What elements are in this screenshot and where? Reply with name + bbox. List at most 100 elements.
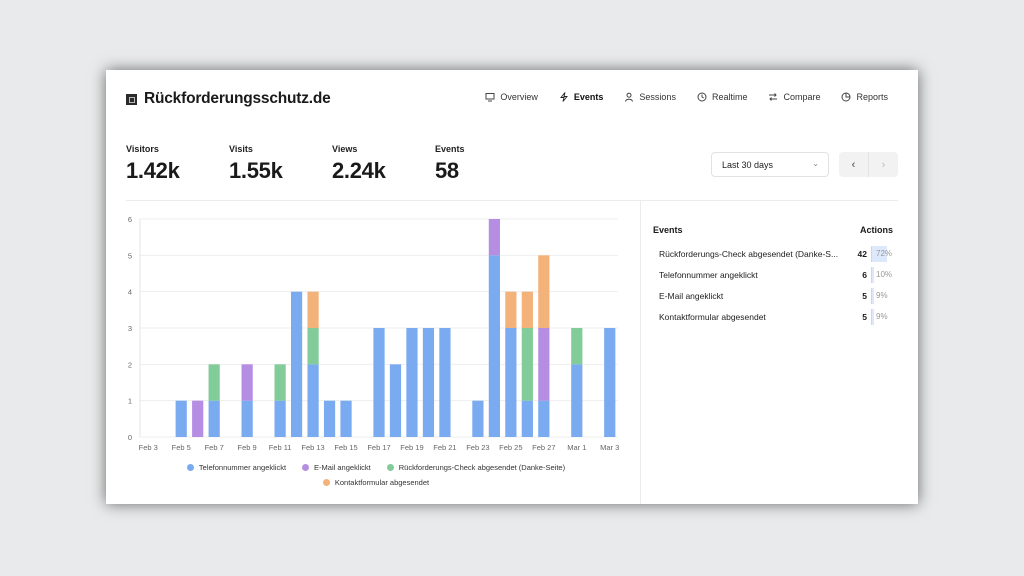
share-fill	[872, 287, 874, 304]
metric-label: Events	[435, 144, 465, 154]
bar-segment	[241, 364, 253, 401]
bar-segment	[571, 364, 583, 437]
arrows-icon	[769, 93, 778, 101]
bar-segment	[439, 328, 451, 437]
col-events: Events	[653, 225, 683, 235]
metric-value: 58	[435, 158, 459, 183]
nav-overview[interactable]: Overview	[485, 92, 538, 102]
metric-label: Visits	[229, 144, 253, 154]
bar-segment	[538, 400, 550, 437]
event-percent: 9%	[876, 291, 888, 300]
y-tick-label: 2	[128, 360, 132, 369]
bar-segment	[340, 400, 352, 437]
bar-segment	[290, 291, 303, 437]
y-tick-label: 6	[128, 215, 132, 224]
bar-segment	[373, 328, 385, 437]
metric-visitors: Visitors 1.42k	[126, 144, 229, 184]
event-count: 5	[862, 311, 867, 322]
nav-label: Sessions	[639, 92, 676, 102]
brand[interactable]: Rückforderungsschutz.de	[126, 90, 331, 108]
table-row[interactable]: Kontaktformular abgesendet 5 9%	[653, 306, 893, 327]
nav-compare[interactable]: Compare	[768, 92, 820, 102]
events-table-header: Events Actions	[653, 225, 893, 235]
event-share-bar: 72%	[871, 245, 893, 262]
x-tick-label: Feb 17	[367, 443, 390, 452]
dashboard-card: Rückforderungsschutz.de Overview Events …	[106, 70, 918, 504]
x-tick-label: Feb 3	[139, 443, 158, 452]
clock-icon	[697, 92, 707, 102]
bar-segment	[505, 291, 517, 328]
bar-segment	[274, 364, 286, 401]
col-actions: Actions	[859, 225, 893, 235]
divider	[640, 200, 641, 504]
bar-segment	[422, 328, 435, 437]
bar-segment	[571, 328, 583, 365]
metric-value: 2.24k	[332, 158, 386, 183]
event-count: 42	[857, 248, 867, 259]
legend-swatch	[322, 479, 330, 486]
nav-events[interactable]: Events	[559, 92, 604, 102]
bar-segment	[307, 291, 319, 328]
chart-legend: Telefonnummer angeklickt E-Mail angeklic…	[126, 463, 626, 493]
nav-label: Overview	[500, 92, 538, 102]
legend-row: Kontaktformular abgesendet	[126, 478, 626, 487]
metrics-bar: Visitors 1.42k Visits 1.55k Views 2.24k …	[126, 144, 538, 184]
legend-item[interactable]: Kontaktformular abgesendet	[322, 478, 429, 487]
share-fill	[872, 245, 888, 262]
bar-segment	[192, 400, 204, 437]
square-logo-icon	[126, 93, 137, 105]
nav-label: Realtime	[711, 92, 748, 102]
bar-segment	[521, 400, 533, 437]
y-tick-label: 0	[128, 433, 132, 442]
nav-realtime[interactable]: Realtime	[697, 92, 748, 102]
events-bar-chart: 0 1 2 3 4 5 6 Feb 3 Feb 5 Feb 7 Feb 9 Feb 11 Feb 13 F…	[128, 215, 620, 452]
x-tick-label: Feb 19	[400, 443, 423, 452]
x-tick-label: Mar 3	[600, 443, 619, 452]
table-row[interactable]: E-Mail angeklickt 5 9%	[653, 285, 893, 306]
nav-label: Reports	[856, 92, 888, 102]
legend-item[interactable]: E-Mail angeklickt	[302, 463, 371, 472]
event-name: E-Mail angeklickt	[659, 290, 724, 301]
nav-label: Events	[573, 92, 604, 102]
event-percent: 10%	[876, 270, 893, 279]
bar-segment	[538, 255, 550, 328]
bar-segment	[323, 400, 336, 437]
legend-row: Telefonnummer angeklickt E-Mail angeklic…	[126, 463, 626, 472]
table-row[interactable]: Rückforderungs-Check abgesendet (Danke-S…	[653, 243, 893, 264]
y-tick-label: 1	[128, 397, 132, 406]
date-range-select[interactable]: Last 30 days ⌄	[711, 152, 829, 177]
event-name: Rückforderungs-Check abgesendet (Danke-S…	[659, 248, 839, 259]
events-table: Events Actions Rückforderungs-Check abge…	[653, 225, 893, 327]
bar-segment	[274, 400, 286, 437]
bar-segment	[208, 364, 220, 401]
metric-value: 1.42k	[126, 158, 180, 183]
event-percent: 9%	[876, 312, 888, 321]
x-tick-label: Feb 11	[269, 443, 292, 452]
bar-segment	[488, 219, 500, 256]
event-share-bar: 10%	[871, 266, 893, 283]
x-tick-label: Feb 27	[532, 443, 555, 452]
divider	[126, 200, 898, 201]
nav-sessions[interactable]: Sessions	[624, 92, 676, 102]
legend-swatch	[302, 464, 310, 471]
legend-item[interactable]: Telefonnummer angeklickt	[186, 463, 286, 472]
table-row[interactable]: Telefonnummer angeklickt 6 10%	[653, 264, 893, 285]
user-icon	[625, 92, 634, 102]
nav-reports[interactable]: Reports	[841, 92, 888, 102]
bar-segment	[488, 255, 500, 437]
share-fill	[872, 308, 874, 325]
lightning-icon	[559, 92, 568, 102]
pie-icon	[841, 92, 851, 102]
x-tick-label: Feb 23	[466, 443, 489, 452]
top-nav: Overview Events Sessions Realtime Compar…	[485, 92, 888, 102]
bar-segment	[406, 328, 418, 437]
next-period-button[interactable]: ›	[869, 152, 898, 177]
prev-period-button[interactable]: ‹	[839, 152, 869, 177]
x-tick-label: Feb 13	[301, 443, 324, 452]
metric-label: Views	[332, 144, 358, 154]
bar-segment	[307, 364, 319, 437]
legend-item[interactable]: Rückforderungs-Check abgesendet (Danke-S…	[386, 463, 566, 472]
legend-swatch	[386, 464, 394, 471]
metric-label: Visitors	[126, 144, 159, 154]
legend-label: Rückforderungs-Check abgesendet (Danke-S…	[398, 463, 566, 472]
